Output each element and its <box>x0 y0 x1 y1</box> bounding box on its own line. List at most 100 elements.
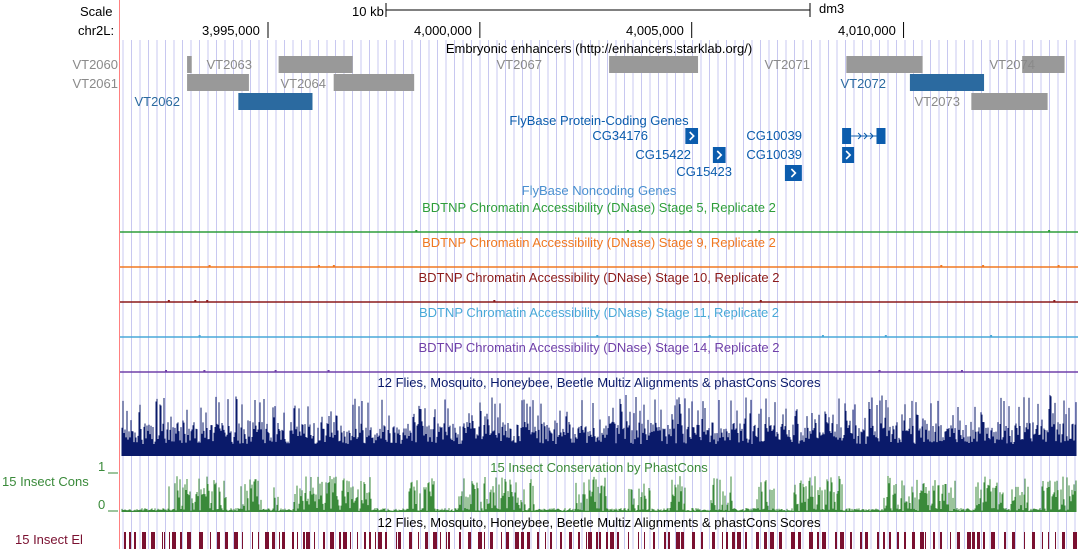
conserved-element[interactable] <box>578 532 580 549</box>
conserved-element[interactable] <box>292 532 294 549</box>
enhancer-feature[interactable] <box>187 74 249 91</box>
conserved-element[interactable] <box>1042 532 1043 549</box>
dnase-stage9-track-title[interactable]: BDTNP Chromatin Accessibility (DNase) St… <box>422 235 776 250</box>
conserved-element[interactable] <box>369 532 371 549</box>
dnase-stage14-track-title[interactable]: BDTNP Chromatin Accessibility (DNase) St… <box>418 340 780 355</box>
conserved-element[interactable] <box>701 532 703 549</box>
gene-label-cg10039[interactable]: CG10039 <box>746 147 802 162</box>
conserved-element[interactable] <box>950 532 951 549</box>
conserved-element[interactable] <box>972 532 975 549</box>
conserved-element[interactable] <box>142 532 146 549</box>
conserved-element[interactable] <box>418 532 419 549</box>
enhancer-feature[interactable] <box>971 93 1048 110</box>
conserved-element[interactable] <box>737 532 741 549</box>
conserved-element[interactable] <box>234 532 238 549</box>
enhancer-label-vt2071[interactable]: VT2071 <box>764 57 810 72</box>
conserved-element[interactable] <box>242 532 243 549</box>
conserved-element[interactable] <box>162 532 163 549</box>
conserved-element[interactable] <box>610 532 614 549</box>
conserved-element[interactable] <box>596 532 598 549</box>
conserved-element[interactable] <box>468 532 471 549</box>
conserved-element[interactable] <box>323 532 325 549</box>
conserved-element[interactable] <box>1048 532 1049 549</box>
conserved-element[interactable] <box>569 532 572 549</box>
conserved-element[interactable] <box>459 532 461 549</box>
conserved-element[interactable] <box>897 532 899 549</box>
conserved-element[interactable] <box>396 532 397 549</box>
gene-exon[interactable] <box>876 128 886 144</box>
conserved-element[interactable] <box>732 532 735 549</box>
conserved-element[interactable] <box>210 532 211 549</box>
enhancer-label-vt2060[interactable]: VT2060 <box>72 57 118 72</box>
conserved-element[interactable] <box>199 532 203 549</box>
coding-genes-track-title[interactable]: FlyBase Protein-Coding Genes <box>509 113 689 128</box>
conserved-element[interactable] <box>835 532 837 549</box>
noncoding-genes-track-title[interactable]: FlyBase Noncoding Genes <box>521 183 677 198</box>
conserved-element[interactable] <box>330 532 334 549</box>
conserved-element[interactable] <box>653 532 655 549</box>
conserved-element[interactable] <box>840 532 844 549</box>
conserved-element[interactable] <box>506 532 509 549</box>
conserved-element[interactable] <box>726 532 728 549</box>
conserved-element[interactable] <box>1073 532 1077 549</box>
conserved-element[interactable] <box>433 532 437 549</box>
conserved-element[interactable] <box>599 532 601 549</box>
conserved-element[interactable] <box>272 532 275 549</box>
conserved-element[interactable] <box>279 532 280 549</box>
conserved-element[interactable] <box>350 532 351 549</box>
conserved-element[interactable] <box>681 532 684 549</box>
conserved-element[interactable] <box>484 532 485 549</box>
conserved-element[interactable] <box>668 532 670 549</box>
conserved-element[interactable] <box>904 532 906 549</box>
conserved-element[interactable] <box>537 532 539 549</box>
multiz-conservation-graph[interactable] <box>121 395 1077 456</box>
conserved-element[interactable] <box>172 532 176 549</box>
conserved-element[interactable] <box>957 532 960 549</box>
conserved-element[interactable] <box>865 532 868 549</box>
conserved-element[interactable] <box>791 532 795 549</box>
conserved-element[interactable] <box>692 532 695 549</box>
conserved-element[interactable] <box>124 532 126 549</box>
conserved-element[interactable] <box>1055 532 1056 549</box>
conserved-element[interactable] <box>297 532 298 549</box>
gene-exon[interactable] <box>712 147 726 163</box>
insect-el-track-title[interactable]: 12 Flies, Mosquito, Honeybee, Beetle Mul… <box>377 515 821 530</box>
conserved-element[interactable] <box>378 532 382 549</box>
conserved-element[interactable] <box>983 532 985 549</box>
conserved-element[interactable] <box>501 532 502 549</box>
conserved-element[interactable] <box>606 532 608 549</box>
conserved-element[interactable] <box>550 532 552 549</box>
conserved-element[interactable] <box>258 532 259 549</box>
enhancer-feature[interactable] <box>278 56 353 73</box>
insect-el-side-label[interactable]: 15 Insect El <box>15 532 83 547</box>
conserved-element[interactable] <box>151 532 155 549</box>
gene-label-cg15423[interactable]: CG15423 <box>676 164 732 179</box>
insect-cons-graph[interactable] <box>121 476 1077 512</box>
insect-cons-track-title[interactable]: 15 Insect Conservation by PhastCons <box>490 460 708 475</box>
conserved-element[interactable] <box>588 532 592 549</box>
conserved-element[interactable] <box>722 532 723 549</box>
conserved-element[interactable] <box>282 532 285 549</box>
conserved-element[interactable] <box>850 532 852 549</box>
dnase-stage5-track-title[interactable]: BDTNP Chromatin Accessibility (DNase) St… <box>422 200 776 215</box>
conserved-element[interactable] <box>164 532 165 549</box>
enhancer-feature[interactable] <box>909 74 985 91</box>
gene-label-cg15422[interactable]: CG15422 <box>635 147 691 162</box>
conserved-element[interactable] <box>756 532 759 549</box>
enhancer-label-vt2061[interactable]: VT2061 <box>72 76 118 91</box>
conserved-element[interactable] <box>798 532 801 549</box>
conserved-element[interactable] <box>638 532 639 549</box>
conserved-element[interactable] <box>515 532 519 549</box>
enhancer-feature[interactable] <box>187 56 192 73</box>
conserved-element[interactable] <box>306 532 310 549</box>
conserved-element[interactable] <box>779 532 782 549</box>
conserved-element[interactable] <box>764 532 767 549</box>
conserved-element[interactable] <box>676 532 680 549</box>
conserved-element[interactable] <box>644 532 645 549</box>
conserved-element[interactable] <box>343 532 347 549</box>
conserved-element[interactable] <box>933 532 935 549</box>
conserved-element[interactable] <box>521 532 524 549</box>
conserved-element[interactable] <box>425 532 428 549</box>
gene-exon[interactable] <box>685 128 699 144</box>
conserved-element[interactable] <box>217 532 220 549</box>
